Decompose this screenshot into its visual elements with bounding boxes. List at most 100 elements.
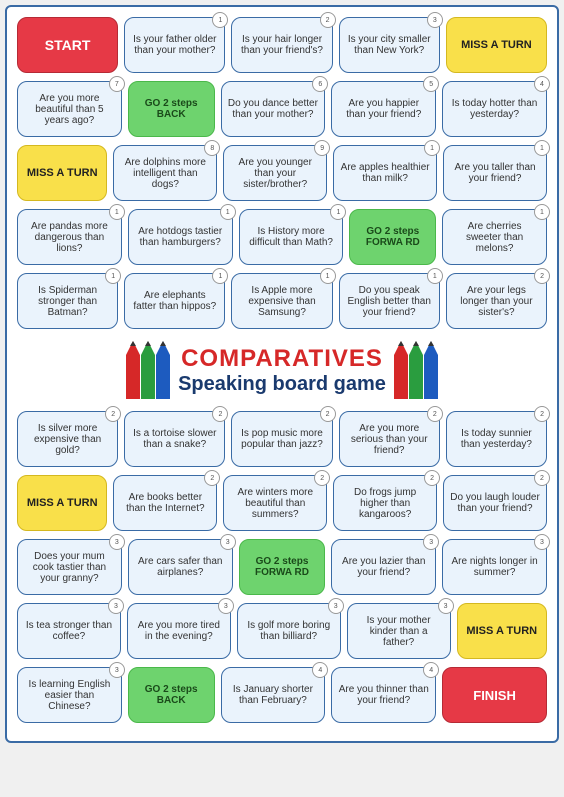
board-row: MISS A TURNAre dolphins more intelligent… xyxy=(17,145,547,201)
cell-number: 1 xyxy=(427,268,443,284)
miss-turn-cell: MISS A TURN xyxy=(17,475,107,531)
question-cell: Is silver more expensive than gold?2 xyxy=(17,411,118,467)
question-cell: Is Spiderman stronger than Batman?1 xyxy=(17,273,118,329)
pencils-left xyxy=(126,341,170,399)
cell-number: 7 xyxy=(109,76,125,92)
question-cell: Do you laugh louder than your friend?2 xyxy=(443,475,547,531)
cell-number: 2 xyxy=(427,406,443,422)
question-cell: Are hotdogs tastier than hamburgers?1 xyxy=(128,209,233,265)
board-row: Are you more beautiful than 5 years ago?… xyxy=(17,81,547,137)
cell-number: 2 xyxy=(320,12,336,28)
cell-number: 3 xyxy=(220,534,236,550)
question-cell: Is History more difficult than Math?1 xyxy=(239,209,344,265)
pencil-icon xyxy=(141,341,155,399)
cell-number: 1 xyxy=(330,204,346,220)
question-cell: Does your mum cook tastier than your gra… xyxy=(17,539,122,595)
go-forward-cell: GO 2 steps FORWA RD xyxy=(349,209,436,265)
question-cell: Are you lazier than your friend?3 xyxy=(331,539,436,595)
question-cell: Are elephants fatter than hippos?1 xyxy=(124,273,225,329)
rows-bottom: Is silver more expensive than gold?2Is a… xyxy=(17,411,547,723)
cell-number: 1 xyxy=(109,204,125,220)
question-cell: Do you speak English better than your fr… xyxy=(339,273,440,329)
cell-number: 2 xyxy=(534,406,550,422)
cell-number: 3 xyxy=(109,662,125,678)
cell-number: 6 xyxy=(312,76,328,92)
go-back-cell: GO 2 steps BACK xyxy=(128,81,215,137)
pencil-icon xyxy=(409,341,423,399)
question-cell: Is a tortoise slower than a snake?2 xyxy=(124,411,225,467)
board-row: Are pandas more dangerous than lions?1Ar… xyxy=(17,209,547,265)
cell-number: 1 xyxy=(534,204,550,220)
title-sub: Speaking board game xyxy=(178,373,386,396)
pencil-icon xyxy=(156,341,170,399)
cell-number: 3 xyxy=(328,598,344,614)
question-cell: Are pandas more dangerous than lions?1 xyxy=(17,209,122,265)
board-row: Is tea stronger than coffee?3Are you mor… xyxy=(17,603,547,659)
question-cell: Are you younger than your sister/brother… xyxy=(223,145,327,201)
cell-number: 5 xyxy=(423,76,439,92)
question-cell: Do frogs jump higher than kangaroos?2 xyxy=(333,475,437,531)
miss-turn-cell: MISS A TURN xyxy=(457,603,547,659)
cell-number: 3 xyxy=(108,598,124,614)
question-cell: Are cherries sweeter than melons?1 xyxy=(442,209,547,265)
pencil-icon xyxy=(394,341,408,399)
cell-number: 3 xyxy=(534,534,550,550)
cell-number: 2 xyxy=(534,470,550,486)
board-row: Does your mum cook tastier than your gra… xyxy=(17,539,547,595)
question-cell: Is your mother kinder than a father?3 xyxy=(347,603,451,659)
pencil-icon xyxy=(424,341,438,399)
cell-number: 4 xyxy=(423,662,439,678)
miss-turn-cell: MISS A TURN xyxy=(446,17,547,73)
question-cell: Is golf more boring than billiard?3 xyxy=(237,603,341,659)
cell-number: 3 xyxy=(427,12,443,28)
cell-number: 1 xyxy=(212,268,228,284)
question-cell: Are you more beautiful than 5 years ago?… xyxy=(17,81,122,137)
question-cell: Are you more tired in the evening?3 xyxy=(127,603,231,659)
pencil-icon xyxy=(126,341,140,399)
game-board: STARTIs your father older than your moth… xyxy=(5,5,559,743)
question-cell: Are dolphins more intelligent than dogs?… xyxy=(113,145,217,201)
board-row: Is silver more expensive than gold?2Is a… xyxy=(17,411,547,467)
board-row: STARTIs your father older than your moth… xyxy=(17,17,547,73)
cell-number: 2 xyxy=(424,470,440,486)
miss-turn-cell: MISS A TURN xyxy=(17,145,107,201)
cell-number: 1 xyxy=(320,268,336,284)
start-cell: START xyxy=(17,17,118,73)
board-row: MISS A TURNAre books better than the Int… xyxy=(17,475,547,531)
question-cell: Are apples healthier than milk?1 xyxy=(333,145,437,201)
title-row: COMPARATIVES Speaking board game xyxy=(17,341,547,399)
question-cell: Are you happier than your friend?5 xyxy=(331,81,436,137)
question-cell: Do you dance better than your mother?6 xyxy=(221,81,326,137)
cell-number: 2 xyxy=(320,406,336,422)
pencils-right xyxy=(394,341,438,399)
question-cell: Is January shorter than February?4 xyxy=(221,667,326,723)
cell-number: 2 xyxy=(314,470,330,486)
cell-number: 1 xyxy=(220,204,236,220)
question-cell: Is Apple more expensive than Samsung?1 xyxy=(231,273,332,329)
cell-number: 1 xyxy=(424,140,440,156)
question-cell: Is tea stronger than coffee?3 xyxy=(17,603,121,659)
question-cell: Is learning English easier than Chinese?… xyxy=(17,667,122,723)
question-cell: Is your hair longer than your friend's?2 xyxy=(231,17,332,73)
question-cell: Are nights longer in summer?3 xyxy=(442,539,547,595)
question-cell: Are you more serious than your friend?2 xyxy=(339,411,440,467)
question-cell: Is today hotter than yesterday?4 xyxy=(442,81,547,137)
cell-number: 2 xyxy=(105,406,121,422)
board-row: Is Spiderman stronger than Batman?1Are e… xyxy=(17,273,547,329)
question-cell: Are you thinner than your friend?4 xyxy=(331,667,436,723)
question-cell: Is pop music more popular than jazz?2 xyxy=(231,411,332,467)
question-cell: Are winters more beautiful than summers?… xyxy=(223,475,327,531)
question-cell: Are your legs longer than your sister's?… xyxy=(446,273,547,329)
question-cell: Are books better than the Internet?2 xyxy=(113,475,217,531)
question-cell: Are cars safer than airplanes?3 xyxy=(128,539,233,595)
cell-number: 3 xyxy=(438,598,454,614)
cell-number: 1 xyxy=(105,268,121,284)
go-back-cell: GO 2 steps BACK xyxy=(128,667,215,723)
finish-cell: FINISH xyxy=(442,667,547,723)
cell-number: 3 xyxy=(109,534,125,550)
cell-number: 2 xyxy=(534,268,550,284)
question-cell: Is today sunnier than yesterday?2 xyxy=(446,411,547,467)
cell-number: 4 xyxy=(534,76,550,92)
rows-top: STARTIs your father older than your moth… xyxy=(17,17,547,329)
cell-number: 3 xyxy=(218,598,234,614)
